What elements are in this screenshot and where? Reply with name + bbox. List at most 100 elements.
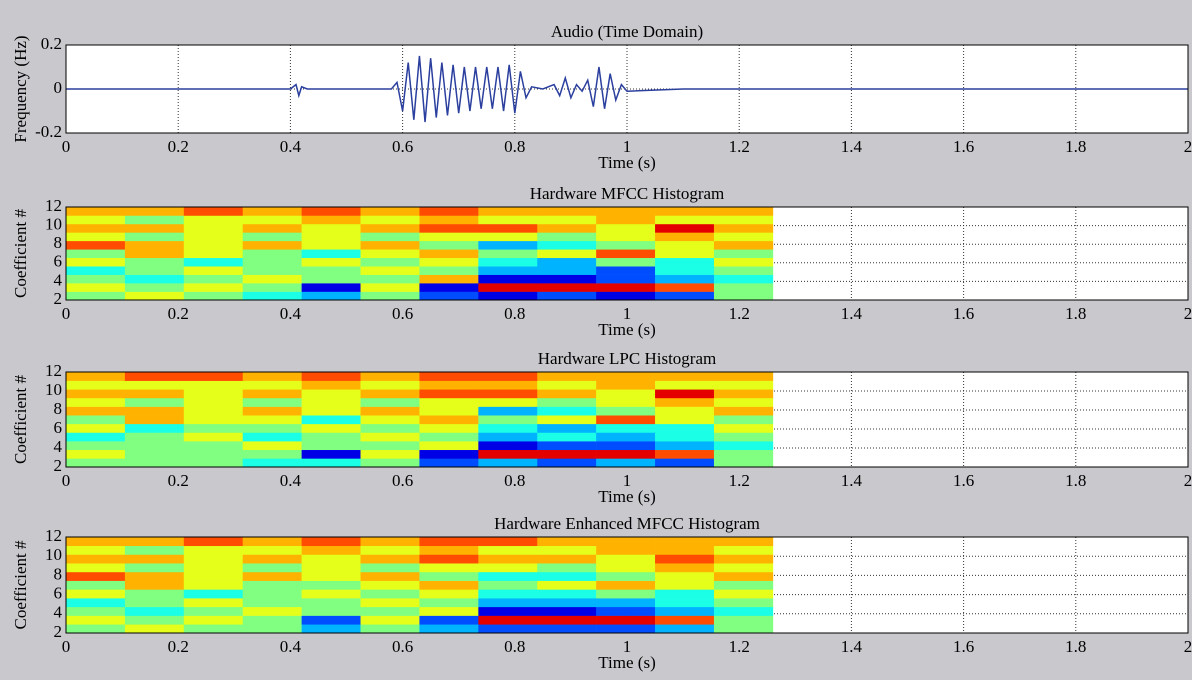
y-axis-label: Coefficient #	[11, 540, 30, 629]
heat-cell	[242, 615, 302, 625]
heat-cell	[596, 207, 656, 216]
x-tick-label: 0.2	[168, 637, 189, 656]
heat-cell	[655, 415, 715, 425]
heat-cell	[537, 415, 597, 425]
heat-cell	[242, 441, 302, 451]
x-tick-label: 0.6	[392, 637, 413, 656]
heat-cell	[713, 432, 774, 442]
heat-cell	[478, 283, 538, 292]
heat-cell	[66, 580, 126, 590]
y-tick-label: 0.2	[41, 34, 62, 53]
x-tick-label: 2	[1184, 471, 1192, 490]
heat-cell	[183, 589, 244, 599]
heat-cell	[537, 537, 597, 547]
heat-cell	[183, 257, 244, 267]
x-tick-label: 0.6	[392, 471, 413, 490]
heat-cell	[183, 441, 244, 451]
heat-cell	[360, 554, 420, 564]
heat-cell	[478, 249, 538, 259]
x-tick-label: 0.4	[280, 304, 302, 323]
heat-cell	[66, 389, 126, 399]
heat-cell	[242, 406, 302, 416]
y-tick-label: 10	[45, 215, 62, 234]
heat-cell	[478, 537, 538, 547]
y-tick-label: 6	[54, 252, 63, 271]
plot-frame	[65, 536, 1189, 634]
heat-cell	[124, 215, 185, 225]
heat-cell	[419, 291, 479, 301]
heat-cell	[713, 406, 774, 416]
heat-cell	[183, 554, 244, 564]
heat-cell	[713, 291, 774, 301]
heat-cell	[537, 563, 597, 573]
heat-cell	[537, 406, 597, 416]
heat-cell	[301, 598, 361, 608]
heat-cell	[124, 458, 185, 468]
heat-cell	[301, 606, 361, 616]
heat-cell	[242, 580, 302, 590]
heat-cell	[478, 458, 538, 468]
heat-cell	[124, 232, 185, 242]
x-tick-label: 1	[623, 471, 632, 490]
heat-cell	[596, 266, 656, 275]
heat-cell	[419, 406, 479, 416]
heat-cell	[655, 223, 715, 233]
heat-cell	[419, 240, 479, 250]
heat-cell	[66, 291, 126, 301]
heat-cell	[596, 274, 656, 284]
heat-cell	[478, 274, 538, 284]
heat-cell	[66, 380, 126, 390]
heat-cell	[66, 274, 126, 284]
heat-cell	[596, 537, 656, 547]
heat-cell	[66, 545, 126, 555]
heat-cell	[537, 283, 597, 292]
heat-cell	[66, 266, 126, 275]
heat-cell	[183, 449, 244, 459]
heat-cell	[537, 554, 597, 564]
heat-cell	[655, 406, 715, 416]
heat-cell	[242, 249, 302, 259]
heat-cell	[242, 223, 302, 233]
y-axis-label: Coefficient #	[11, 209, 30, 298]
heat-cell	[478, 563, 538, 573]
heat-cell	[713, 580, 774, 590]
heat-cell	[419, 598, 479, 608]
x-tick-label: 1.6	[953, 304, 974, 323]
heat-cell	[713, 232, 774, 242]
heat-cell	[301, 249, 361, 259]
heat-cell	[596, 232, 656, 242]
heat-cell	[360, 380, 420, 390]
y-tick-label: 10	[45, 545, 62, 564]
heat-cell	[242, 215, 302, 225]
heat-cell	[360, 537, 420, 547]
x-tick-label: 0.4	[280, 471, 302, 490]
heat-cell	[242, 589, 302, 599]
heat-cell	[124, 274, 185, 284]
plot-frame	[65, 371, 1189, 468]
heat-cell	[713, 458, 774, 468]
heat-cell	[66, 554, 126, 564]
heat-cell	[419, 215, 479, 225]
heat-cell	[419, 624, 479, 634]
heat-cell	[537, 606, 597, 616]
heat-cell	[124, 554, 185, 564]
heat-cell	[242, 232, 302, 242]
heat-cell	[713, 554, 774, 564]
heat-cell	[596, 598, 656, 608]
heat-cell	[360, 449, 420, 459]
heat-cell	[478, 207, 538, 216]
heat-cell	[301, 223, 361, 233]
x-tick-label: 2	[1184, 637, 1192, 656]
heat-cell	[242, 257, 302, 267]
heat-cell	[360, 423, 420, 433]
heat-cell	[537, 249, 597, 259]
x-tick-label: 2	[1184, 304, 1192, 323]
x-tick-label: 0	[62, 304, 71, 323]
heat-cell	[419, 380, 479, 390]
heat-cell	[596, 589, 656, 599]
heat-cell	[66, 257, 126, 267]
heat-cell	[183, 223, 244, 233]
heat-cell	[66, 223, 126, 233]
heat-cell	[596, 240, 656, 250]
heat-cell	[301, 274, 361, 284]
